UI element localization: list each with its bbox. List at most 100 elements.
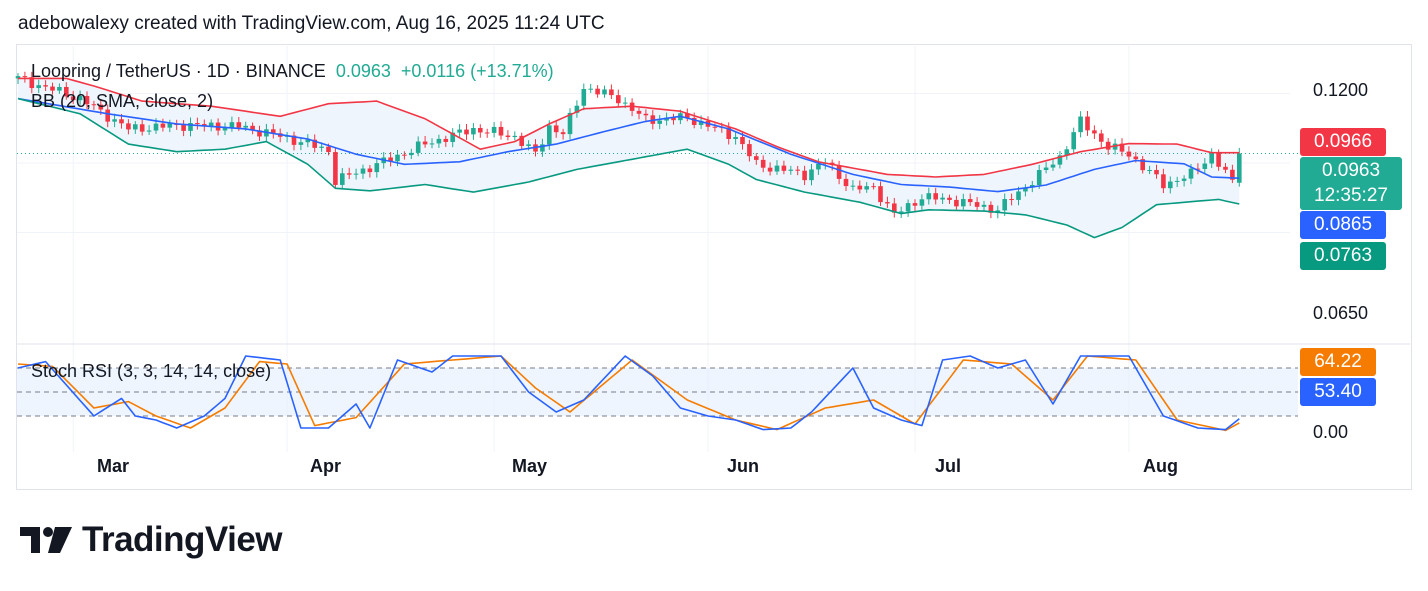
candle-body [947,197,952,200]
candle-body [519,135,524,146]
candle-body [933,193,938,200]
month-jun: Jun [727,456,760,476]
candle-body [1057,155,1063,165]
candle-body [491,126,497,133]
last-price-badge: 0.0963 12:35:27 [1300,157,1402,210]
candle-body [836,164,842,179]
candle-body [898,211,904,213]
candle-body [574,105,580,113]
candle-body [1237,153,1242,183]
candle-body [981,204,987,207]
candle-body [760,159,766,168]
candle-body [1202,163,1208,169]
lower-band-badge: 0.0763 [1300,242,1386,270]
candle-body [84,95,90,105]
bb-upper-line [18,77,1240,178]
candle-body [616,95,621,104]
candle-body [1043,167,1049,171]
candle-body [754,156,759,160]
candle-body [326,146,331,153]
price-tick-0: 0.1200 [1313,80,1369,100]
stoch-k-badge: 53.40 [1300,378,1376,406]
candle-body [1209,153,1214,164]
candle-body [498,126,504,136]
candle-body [374,163,380,173]
candle-body [926,193,932,200]
candle-body [505,135,511,138]
month-may: May [512,456,548,476]
candle-body [940,197,945,200]
candle-body [595,88,600,95]
candle-body [29,77,35,89]
candle-body [843,178,849,187]
candle-body [478,128,483,133]
bb-legend[interactable]: BB (20, SMA, close, 2) [31,91,214,111]
candle-body [581,88,587,106]
candle-body [15,76,21,79]
candle-body [64,86,69,97]
last-price-value: 0.0963 [1321,160,1381,181]
candle-body [892,203,897,213]
candle-body [1036,170,1042,185]
candle-body [1140,159,1145,171]
candle-body [119,119,124,124]
stoch-d-badge: 64.22 [1300,348,1376,376]
candle-body [1078,116,1083,133]
candle-body [526,144,531,146]
tradingview-logo-icon [20,527,72,553]
symbol-label[interactable]: Loopring / TetherUS · 1D · BINANCE [31,61,326,81]
bb-lower-line [17,97,1240,239]
candle-body [312,139,317,148]
candle-body [50,86,55,91]
candle-body [188,123,193,131]
candle-body [802,170,807,181]
candle-body [1002,199,1007,211]
candle-body [409,152,414,156]
osc-tick-0: 0.00 [1313,422,1349,442]
candle-body [767,167,773,172]
candle-body [133,124,138,130]
candle-body [105,109,110,122]
candle-body [457,129,462,133]
candle-body [319,146,324,148]
candle-body [77,95,83,101]
candle-body [340,173,345,185]
candle-body [698,120,704,125]
candle-body [685,113,690,118]
candle-body [1154,169,1159,175]
candle-body [795,169,800,171]
candle-body [512,135,518,138]
candle-body [774,165,780,172]
candle-body [1188,168,1194,179]
candle-body [974,202,980,207]
candle-body [878,186,883,203]
tradingview-branding[interactable]: TradingView [20,520,283,560]
price-tick-1: 0.0650 [1313,303,1369,323]
candle-body [353,173,359,175]
candle-body [733,136,738,140]
candle-body [229,122,235,128]
chart-caption: adebowalexy created with TradingView.com… [18,13,605,34]
candle-body [1216,153,1221,167]
candle-body [1133,156,1139,160]
candle-body [1230,169,1235,180]
candle-body [222,127,228,131]
candle-body [809,169,814,181]
candle-body [988,204,994,213]
candle-body [395,154,400,162]
stoch-rsi-legend[interactable]: Stoch RSI (3, 3, 14, 14, close) [31,361,272,381]
candle-body [609,89,614,96]
candle-body [436,138,442,144]
candle-body [885,202,890,204]
candle-body [291,135,297,145]
candle-body [22,76,28,78]
last-price: 0.0963 [335,61,391,81]
candle-body [1126,151,1132,157]
candle-body [588,88,593,90]
candle-body [236,122,242,128]
candle-body [208,122,214,127]
stoch-k-line [17,355,1240,431]
candle-body [402,154,407,156]
month-aug: Aug [1143,456,1178,476]
